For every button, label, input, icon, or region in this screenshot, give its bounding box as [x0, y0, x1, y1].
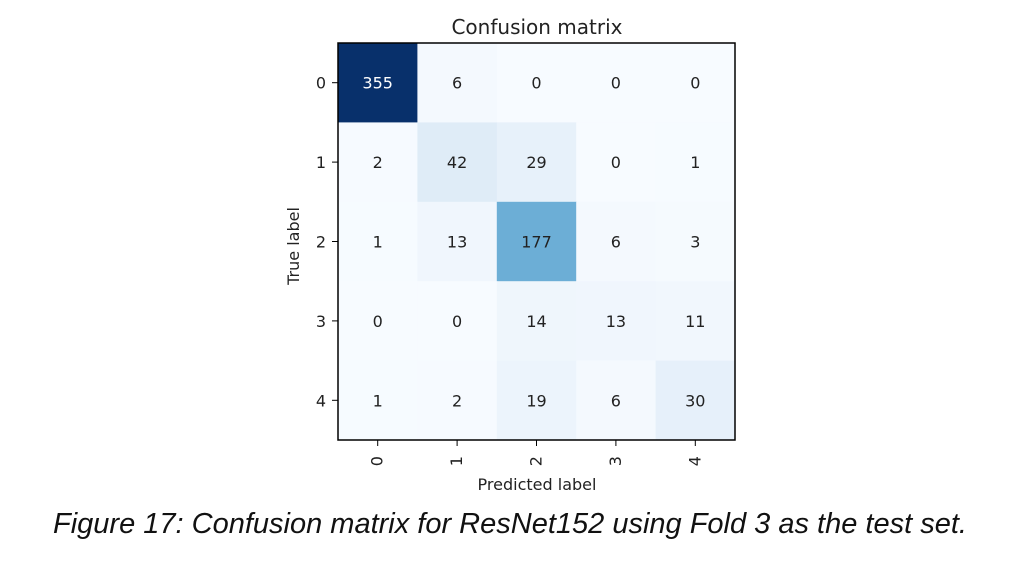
- heatmap-cell-4-0: [338, 360, 418, 441]
- cell-value-4-3: 6: [611, 391, 621, 410]
- heatmap-cell-3-0: [338, 281, 418, 362]
- x-tick-label-2: 2: [527, 456, 546, 466]
- heatmap-cell-4-4: [655, 360, 736, 441]
- y-tick-label-0: 0: [316, 74, 326, 93]
- heatmap-cell-2-2: [496, 201, 577, 282]
- x-tick-label-0: 0: [368, 456, 387, 466]
- heatmap-cell-3-4: [655, 281, 736, 362]
- cell-value-0-3: 0: [611, 74, 621, 93]
- heatmap-cell-3-1: [417, 281, 498, 362]
- cell-value-1-2: 29: [526, 153, 546, 172]
- x-axis-ticks: 0 1 2 3 4: [368, 440, 704, 466]
- cell-value-2-3: 6: [611, 233, 621, 252]
- y-axis-ticks: 0 1 2 3 4: [316, 74, 338, 410]
- heatmap-cell-4-1: [417, 360, 498, 441]
- heatmap-cell-1-3: [576, 122, 657, 203]
- heatmap-cell-4-2: [496, 360, 577, 441]
- x-tick-label-4: 4: [685, 456, 704, 466]
- y-axis-label: True label: [284, 207, 303, 286]
- heatmap-cell-0-4: [655, 43, 736, 123]
- cell-value-0-0: 355: [362, 74, 393, 93]
- y-tick-label-2: 2: [316, 233, 326, 252]
- heatmap-cell-0-3: [576, 43, 657, 123]
- cell-value-2-4: 3: [690, 233, 700, 252]
- x-tick-label-3: 3: [606, 456, 625, 466]
- cell-value-0-4: 0: [690, 74, 700, 93]
- heatmap-cell-1-4: [655, 122, 736, 203]
- cell-value-4-4: 30: [685, 391, 705, 410]
- y-tick-label-1: 1: [316, 153, 326, 172]
- cell-value-2-1: 13: [447, 233, 467, 252]
- x-tick-label-1: 1: [447, 456, 466, 466]
- heatmap-cell-0-1: [417, 43, 498, 123]
- cell-value-3-3: 13: [606, 312, 626, 331]
- cell-value-3-4: 11: [685, 312, 705, 331]
- heatmap-cell-1-0: [338, 122, 418, 203]
- heatmap-cell-3-2: [496, 281, 577, 362]
- chart-title: Confusion matrix: [451, 15, 622, 39]
- heatmap-cell-2-0: [338, 201, 418, 282]
- cell-value-3-1: 0: [452, 312, 462, 331]
- cell-value-1-3: 0: [611, 153, 621, 172]
- heatmap-cell-2-1: [417, 201, 498, 282]
- cell-value-4-1: 2: [452, 391, 462, 410]
- heatmap-cell-0-0: [338, 43, 418, 123]
- heatmap-cell-0-2: [496, 43, 577, 123]
- cell-value-4-0: 1: [373, 391, 383, 410]
- y-tick-label-4: 4: [316, 391, 326, 410]
- heatmap-cell-1-1: [417, 122, 498, 203]
- cell-value-2-0: 1: [373, 233, 383, 252]
- heatmap-cell-1-2: [496, 122, 577, 203]
- cell-value-0-1: 6: [452, 74, 462, 93]
- figure-caption: Figure 17: Confusion matrix for ResNet15…: [53, 508, 967, 540]
- heatmap-cell-2-3: [576, 201, 657, 282]
- heatmap-cells: [338, 43, 736, 441]
- cell-value-1-4: 1: [690, 153, 700, 172]
- heatmap-cell-labels: 355 6 0 0 02 42 29 0 11 13 177 6 30 0 14 13 111 2 19 6 30: [362, 74, 705, 411]
- y-tick-label-3: 3: [316, 312, 326, 331]
- cell-value-1-0: 2: [373, 153, 383, 172]
- cell-value-4-2: 19: [526, 391, 546, 410]
- heatmap-cell-3-3: [576, 281, 657, 362]
- cell-value-3-2: 14: [526, 312, 546, 331]
- heatmap-cell-4-3: [576, 360, 657, 441]
- cell-value-0-2: 0: [531, 74, 541, 93]
- cell-value-3-0: 0: [373, 312, 383, 331]
- x-axis-label: Predicted label: [478, 475, 597, 494]
- cell-value-2-2: 177: [521, 233, 552, 252]
- confusion-matrix-chart: Confusion matrix 355 6 0 0 02 42 29 0 11 13 177 6 30…: [284, 15, 736, 494]
- cell-value-1-1: 42: [447, 153, 467, 172]
- heatmap-cell-2-4: [655, 201, 736, 282]
